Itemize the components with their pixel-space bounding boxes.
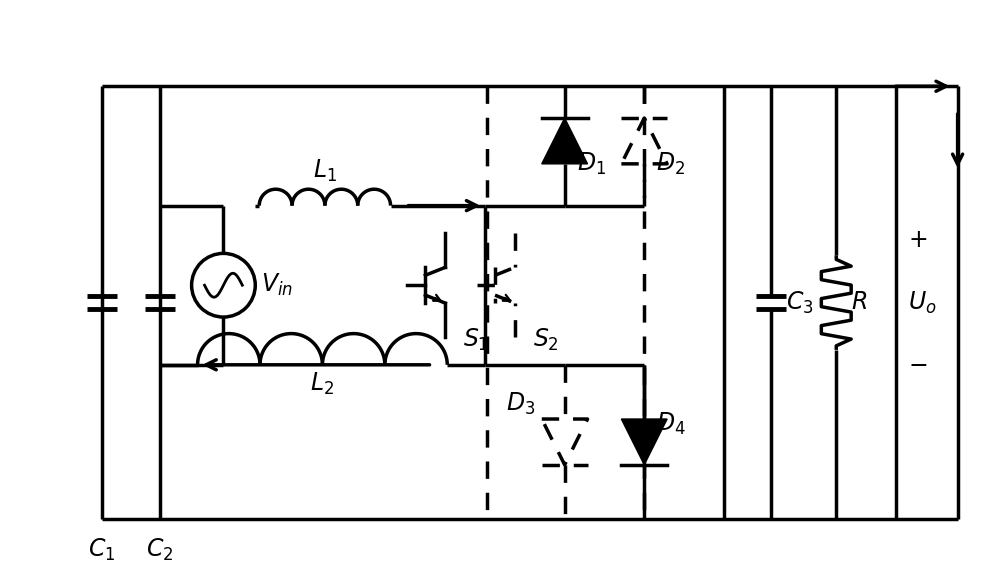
- Text: $+$: $+$: [908, 230, 927, 252]
- Text: $S_1$: $S_1$: [463, 327, 489, 353]
- Polygon shape: [621, 419, 667, 465]
- Text: $R$: $R$: [851, 291, 867, 314]
- Text: $C_1$: $C_1$: [88, 537, 116, 563]
- Text: $L_1$: $L_1$: [313, 158, 337, 184]
- Text: $V_{in}$: $V_{in}$: [261, 272, 293, 298]
- Text: $S_2$: $S_2$: [533, 327, 559, 353]
- Text: $D_4$: $D_4$: [656, 411, 686, 437]
- Text: $D_3$: $D_3$: [506, 391, 535, 417]
- Text: $U_o$: $U_o$: [908, 289, 937, 316]
- Text: $-$: $-$: [908, 353, 927, 376]
- Polygon shape: [542, 118, 588, 164]
- Text: $L_2$: $L_2$: [310, 371, 334, 397]
- Text: $D_2$: $D_2$: [656, 151, 685, 177]
- Text: $C_3$: $C_3$: [786, 289, 813, 316]
- Text: $C_2$: $C_2$: [146, 537, 173, 563]
- Text: $D_1$: $D_1$: [577, 151, 606, 177]
